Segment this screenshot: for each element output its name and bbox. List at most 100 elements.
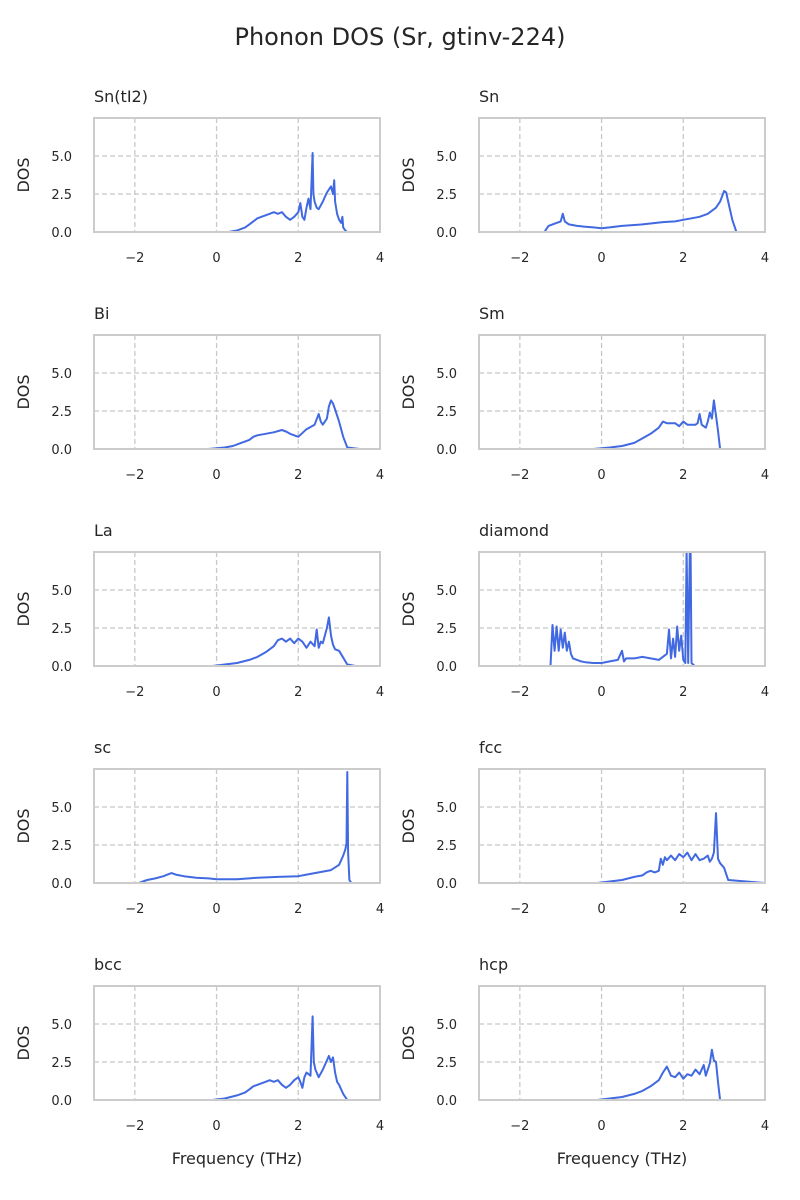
x-tick-label: −2 <box>125 685 144 700</box>
subplot-3: −2 0 2 4 0.0 2.5 5.0 Sm DOS <box>399 304 769 483</box>
subplot-5: −2 0 2 4 0.0 2.5 5.0 diamond DOS <box>399 521 769 700</box>
subplot-2: −2 0 2 4 0.0 2.5 5.0 Bi DOS <box>14 304 384 483</box>
y-tick-label: 2.5 <box>436 1056 457 1071</box>
axes-frame <box>93 768 381 884</box>
y-tick-label: 0.0 <box>436 1094 457 1109</box>
dos-line <box>94 399 380 449</box>
x-tick-label: 0 <box>212 251 220 266</box>
y-tick-label: 5.0 <box>51 801 72 816</box>
x-tick-label: 4 <box>761 685 769 700</box>
y-tick-label: 5.0 <box>436 367 457 382</box>
y-axis-label: DOS <box>14 374 33 409</box>
y-tick-label: 5.0 <box>436 801 457 816</box>
y-tick-label: 2.5 <box>51 188 72 203</box>
y-axis-label: DOS <box>399 157 418 192</box>
y-axis-label: DOS <box>399 808 418 843</box>
dos-line <box>479 190 765 232</box>
x-tick-label: −2 <box>510 902 529 917</box>
y-axis-label: DOS <box>14 808 33 843</box>
x-tick-label: 4 <box>376 251 384 266</box>
axes-frame <box>93 551 381 667</box>
y-tick-label: 5.0 <box>51 1018 72 1033</box>
x-tick-label: −2 <box>125 902 144 917</box>
y-tick-label: 2.5 <box>436 188 457 203</box>
figure-title: Phonon DOS (Sr, gtinv-224) <box>235 23 566 51</box>
dos-line <box>94 771 380 883</box>
y-tick-label: 2.5 <box>436 839 457 854</box>
dos-line <box>94 152 380 232</box>
x-tick-label: 0 <box>597 685 605 700</box>
subplot-grid: −2 0 2 4 0.0 2.5 5.0 Sn(tI2) DOS −2 0 2 4 0.0 2.5 5.0 Sn… <box>14 87 769 1168</box>
dos-line <box>94 1015 380 1100</box>
x-tick-label: −2 <box>125 468 144 483</box>
y-axis-label: DOS <box>14 157 33 192</box>
subplot-title: Sn <box>479 87 499 106</box>
x-tick-label: 2 <box>294 902 302 917</box>
x-axis-label: Frequency (THz) <box>172 1149 302 1168</box>
y-axis-label: DOS <box>399 591 418 626</box>
x-tick-label: 4 <box>761 251 769 266</box>
x-tick-label: −2 <box>125 251 144 266</box>
x-tick-label: 4 <box>376 1119 384 1134</box>
y-tick-label: 5.0 <box>51 584 72 599</box>
x-tick-label: 2 <box>294 685 302 700</box>
x-tick-label: 4 <box>376 685 384 700</box>
subplot-title: diamond <box>479 521 549 540</box>
y-tick-label: 5.0 <box>436 1018 457 1033</box>
subplot-title: sc <box>94 738 111 757</box>
y-tick-label: 0.0 <box>51 443 72 458</box>
x-tick-label: 2 <box>294 1119 302 1134</box>
x-tick-label: 0 <box>597 251 605 266</box>
x-tick-label: 2 <box>679 251 687 266</box>
axes-frame <box>478 334 766 450</box>
x-tick-label: 2 <box>679 902 687 917</box>
x-tick-label: −2 <box>510 468 529 483</box>
subplot-title: bcc <box>94 955 122 974</box>
y-tick-label: 5.0 <box>51 150 72 165</box>
subplot-8: −2 0 2 4 0.0 2.5 5.0 bcc DOS Frequency (THz) <box>14 955 384 1168</box>
x-tick-label: 4 <box>376 468 384 483</box>
subplot-title: fcc <box>479 738 502 757</box>
axes-frame <box>478 768 766 884</box>
x-tick-label: 2 <box>679 1119 687 1134</box>
dos-line <box>479 1048 765 1100</box>
dos-line <box>94 616 380 666</box>
subplot-1: −2 0 2 4 0.0 2.5 5.0 Sn DOS <box>399 87 769 266</box>
axes-frame <box>93 117 381 233</box>
y-tick-label: 0.0 <box>51 877 72 892</box>
x-tick-label: 4 <box>376 902 384 917</box>
subplot-title: La <box>94 521 113 540</box>
subplot-0: −2 0 2 4 0.0 2.5 5.0 Sn(tI2) DOS <box>14 87 384 266</box>
x-tick-label: −2 <box>125 1119 144 1134</box>
subplot-7: −2 0 2 4 0.0 2.5 5.0 fcc DOS <box>399 738 769 917</box>
y-tick-label: 0.0 <box>51 660 72 675</box>
y-tick-label: 5.0 <box>436 150 457 165</box>
x-tick-label: 0 <box>597 902 605 917</box>
y-tick-label: 2.5 <box>51 1056 72 1071</box>
x-tick-label: −2 <box>510 685 529 700</box>
y-tick-label: 0.0 <box>436 226 457 241</box>
x-tick-label: 2 <box>679 468 687 483</box>
x-tick-label: 0 <box>212 1119 220 1134</box>
y-tick-label: 5.0 <box>436 584 457 599</box>
x-axis-label: Frequency (THz) <box>557 1149 687 1168</box>
dos-line <box>479 812 765 883</box>
y-axis-label: DOS <box>399 374 418 409</box>
y-axis-label: DOS <box>14 1025 33 1060</box>
subplot-9: −2 0 2 4 0.0 2.5 5.0 hcp DOS Frequency (THz) <box>399 955 769 1168</box>
dos-line <box>479 399 765 449</box>
x-tick-label: 0 <box>597 468 605 483</box>
y-tick-label: 0.0 <box>51 226 72 241</box>
subplot-title: hcp <box>479 955 508 974</box>
x-tick-label: −2 <box>510 1119 529 1134</box>
subplot-title: Bi <box>94 304 109 323</box>
y-tick-label: 0.0 <box>436 660 457 675</box>
axes-frame <box>478 117 766 233</box>
y-axis-label: DOS <box>399 1025 418 1060</box>
subplot-title: Sn(tI2) <box>94 87 148 106</box>
axes-frame <box>478 985 766 1101</box>
y-tick-label: 0.0 <box>436 877 457 892</box>
x-tick-label: −2 <box>510 251 529 266</box>
